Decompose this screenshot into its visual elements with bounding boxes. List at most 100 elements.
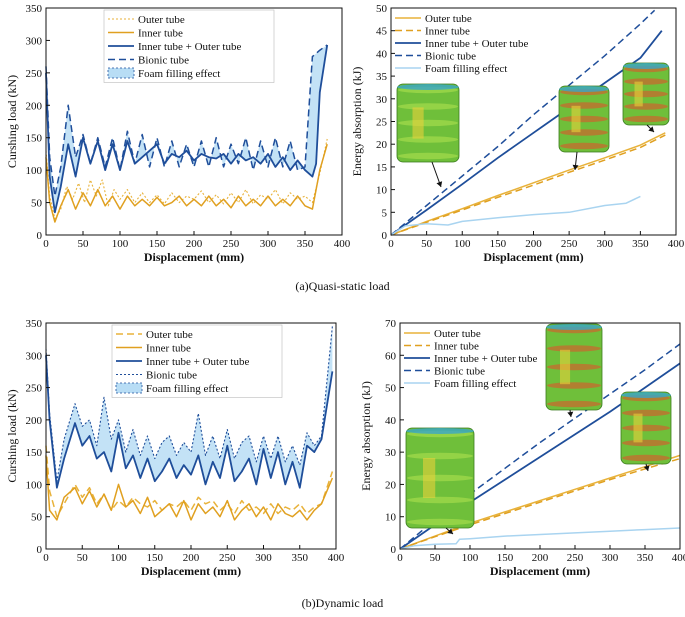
x-tick-label: 350	[632, 238, 649, 250]
y-tick-label: 50	[31, 198, 43, 210]
series-line-foam	[390, 195, 641, 236]
y-tick-label: 25	[376, 117, 388, 129]
tube-fold	[547, 363, 601, 371]
legend-label-inner: Inner tube	[146, 343, 191, 355]
tube-fold	[622, 454, 670, 462]
x-tick-label: 200	[186, 238, 203, 250]
x-axis-label: Displacement (mm)	[141, 564, 241, 578]
x-tick-label: 400	[672, 552, 685, 564]
x-tick-label: 150	[490, 238, 507, 250]
x-tick-label: 100	[112, 238, 129, 250]
tube-top-rim	[559, 86, 609, 92]
y-tick-label: 100	[26, 479, 43, 491]
tube-deformation-image	[396, 83, 460, 188]
legend-label-outer: Outer tube	[434, 328, 481, 340]
y-tick-label: 350	[26, 3, 43, 15]
x-tick-label: 350	[292, 552, 309, 564]
x-tick-label: 250	[561, 238, 578, 250]
tube-top-rim	[406, 428, 474, 434]
tube-fold	[547, 382, 601, 389]
y-axis-label: Curshing load (kN)	[5, 75, 19, 168]
series-line-outer	[390, 132, 666, 236]
y-tick-label: 0	[382, 230, 388, 242]
y-tick-label: 250	[26, 68, 43, 80]
x-tick-label: 350	[637, 552, 654, 564]
y-tick-label: 20	[376, 139, 388, 151]
x-tick-label: 400	[328, 552, 345, 564]
series-line-combined	[45, 355, 334, 489]
y-axis-label: Curshing load (kN)	[5, 389, 19, 482]
y-tick-label: 5	[382, 207, 388, 219]
x-tick-label: 150	[497, 552, 514, 564]
tube-fold	[560, 102, 608, 109]
tube-top-rim	[546, 324, 602, 330]
tube-fold	[547, 345, 601, 352]
legend-label-outer: Outer tube	[138, 14, 185, 26]
tube-fold	[624, 103, 668, 110]
tube-fold	[547, 400, 601, 408]
legend-label-bionic: Bionic tube	[434, 366, 485, 378]
pointer-arrow-head	[436, 181, 443, 187]
y-tick-label: 50	[385, 383, 397, 395]
x-tick-label: 200	[525, 238, 542, 250]
x-tick-label: 200	[183, 552, 200, 564]
legend-label-outer: Outer tube	[425, 13, 472, 25]
tube-fold	[398, 136, 458, 143]
pointer-arrow-head	[643, 465, 650, 471]
x-tick-label: 250	[223, 238, 240, 250]
series-line-foam	[399, 527, 681, 550]
pointer-arrow-head	[447, 528, 453, 534]
legend-label-bionic: Bionic tube	[146, 370, 197, 382]
pointer-arrow-head	[567, 411, 574, 417]
series-line-bionic	[45, 44, 328, 197]
x-tick-label: 300	[602, 552, 619, 564]
y-tick-label: 50	[376, 3, 388, 15]
tube-fold	[398, 119, 458, 127]
tube-fold	[624, 78, 668, 85]
legend-label-inner: Inner tube	[434, 341, 479, 353]
tube-deformation-image	[405, 427, 475, 535]
y-tick-label: 20	[385, 479, 397, 491]
x-tick-label: 250	[567, 552, 584, 564]
x-tick-label: 50	[78, 238, 90, 250]
y-tick-label: 30	[376, 94, 388, 106]
y-tick-label: 0	[37, 230, 43, 242]
x-tick-label: 250	[219, 552, 236, 564]
x-tick-label: 50	[430, 552, 442, 564]
legend-label-combined: Inner tube + Outer tube	[425, 38, 528, 50]
x-tick-label: 0	[43, 238, 49, 250]
x-tick-label: 400	[668, 238, 685, 250]
tube-deformation-image	[620, 391, 672, 472]
y-tick-label: 10	[385, 512, 397, 524]
tube-highlight	[423, 458, 436, 498]
pointer-arrow-head	[648, 126, 654, 132]
tube-highlight	[633, 413, 643, 443]
y-tick-label: 0	[37, 544, 43, 556]
legend-label-outer: Outer tube	[146, 329, 193, 341]
x-tick-label: 50	[421, 238, 433, 250]
legend-label-combined: Inner tube + Outer tube	[434, 353, 537, 365]
tube-deformation-image	[558, 85, 610, 171]
tube-highlight	[412, 107, 424, 139]
tube-highlight	[571, 105, 581, 133]
tube-fold	[622, 424, 670, 432]
y-tick-label: 0	[391, 544, 397, 556]
tube-highlight	[560, 349, 571, 385]
chart-a-energy: 0 50 100 150 200 250 300 350 400 0 5 10 15 20 25 30 35 40…	[350, 3, 685, 264]
x-tick-label: 300	[597, 238, 614, 250]
y-tick-label: 150	[26, 133, 43, 145]
deformation-images	[396, 62, 672, 535]
series-line-outer	[45, 138, 328, 220]
series-line-bionic	[390, 9, 656, 236]
chart-a-load: 0 50 100 150 200 250 300 350 400 0 50 100 150 200 250 3…	[5, 3, 351, 264]
tube-fold	[407, 474, 473, 482]
series-line-outer	[45, 445, 334, 518]
y-tick-label: 40	[376, 48, 388, 60]
x-tick-label: 150	[147, 552, 164, 564]
tube-fold	[398, 103, 458, 110]
x-tick-label: 0	[43, 552, 49, 564]
legend-swatch-foam	[115, 382, 143, 394]
foam-filling-area	[46, 326, 333, 488]
